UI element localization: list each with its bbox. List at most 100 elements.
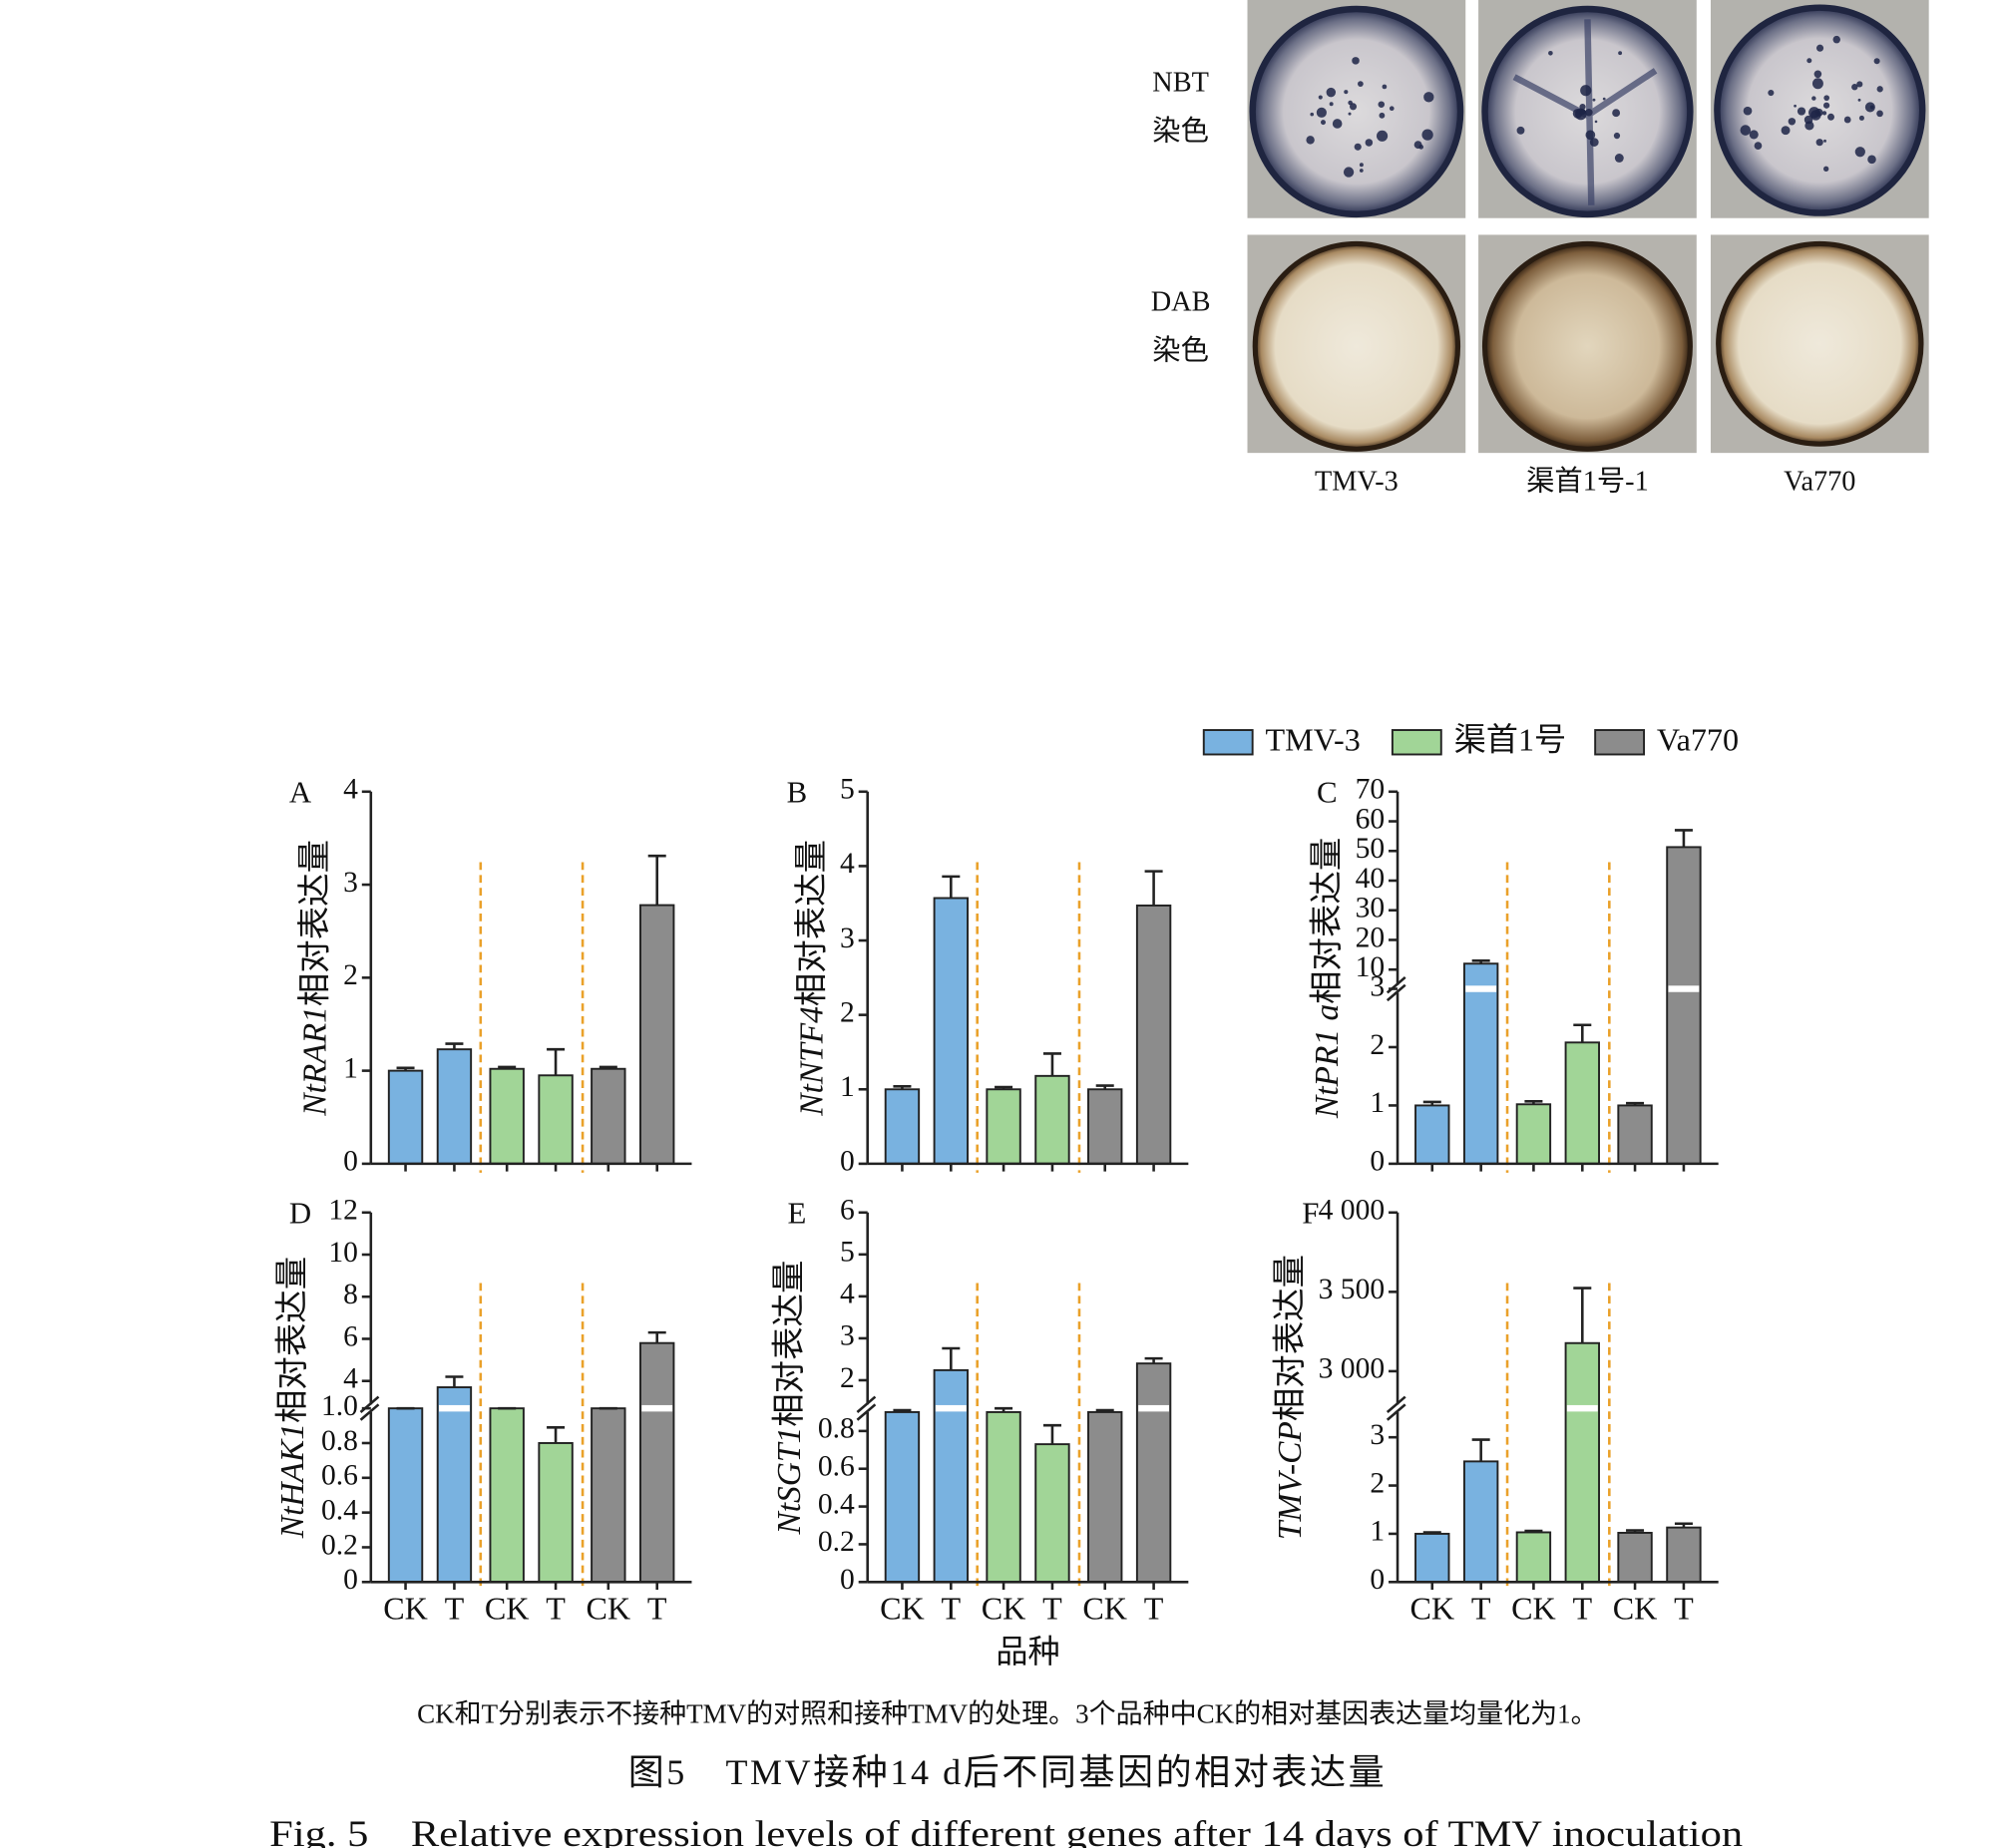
error-bar <box>942 875 961 899</box>
y-tick-label: 2 <box>840 996 855 1028</box>
y-tick-label: 1 <box>343 1052 358 1084</box>
y-axis-label-gene: NtRAR1 <box>296 1006 333 1117</box>
stain-spot <box>1318 95 1323 100</box>
y-tick-label: 0.2 <box>321 1529 358 1561</box>
row-label: NBT <box>1152 67 1209 98</box>
stain-spot <box>1876 110 1883 118</box>
y-axis-label: NtRAR1相对表达量 <box>296 840 333 1117</box>
error-bar <box>547 1047 566 1076</box>
y-tick-label: 0 <box>343 1564 358 1596</box>
stain-spot <box>1306 136 1315 145</box>
y-tick-label: 1 <box>1370 1516 1385 1548</box>
error-bar <box>1422 1100 1441 1106</box>
stain-spot <box>1321 120 1326 126</box>
stain-spot <box>1856 81 1863 88</box>
stain-spot <box>1869 105 1874 110</box>
y-tick-label: 30 <box>1356 893 1386 924</box>
y-axis-label-gene: TMV-CP <box>1272 1421 1309 1540</box>
break-gap <box>1566 1404 1598 1412</box>
stain-spot <box>1418 145 1424 150</box>
y-tick-label: 3 <box>840 1320 855 1352</box>
stain-spot <box>1768 89 1775 97</box>
bar <box>489 1067 525 1165</box>
stain-spot <box>1389 106 1395 112</box>
stain-spot <box>1867 155 1876 165</box>
stain-spot <box>1580 85 1592 97</box>
y-tick-label: 0.8 <box>321 1425 358 1457</box>
y-tick-label: 12 <box>328 1195 358 1227</box>
y-tick-label: 2 <box>1370 1467 1385 1499</box>
y-tick-label: 6 <box>343 1320 358 1352</box>
stain-spot <box>1614 154 1624 163</box>
x-tick-label: CK <box>1409 1590 1454 1626</box>
panel-letter: B <box>787 775 808 810</box>
bar <box>1462 962 1499 1165</box>
bar <box>1617 1104 1653 1165</box>
stain-spot <box>1359 163 1364 168</box>
x-tick-label: T <box>1572 1590 1592 1626</box>
stain-spot <box>1797 107 1806 116</box>
leaf-disc <box>1249 5 1464 218</box>
legend-swatch <box>1391 729 1442 756</box>
leaf-disc <box>1252 240 1461 452</box>
bar <box>884 1410 921 1584</box>
error-bar <box>647 854 666 906</box>
legend-label: TMV-3 <box>1266 721 1361 757</box>
error-bar <box>547 1426 566 1443</box>
stain-spot <box>1358 81 1364 88</box>
stain-spot <box>1808 107 1820 119</box>
x-tick-label: T <box>546 1590 566 1626</box>
error-bar <box>1422 1531 1441 1534</box>
axis-break-mark <box>359 1403 380 1421</box>
charts: 01234ANtRAR1相对表达量012345BNtNTF4相对表达量01231… <box>274 774 1719 1669</box>
stain-spot <box>1379 112 1386 119</box>
error-bar <box>1144 1356 1163 1364</box>
bar <box>1135 904 1172 1165</box>
stain-spot <box>1344 90 1349 95</box>
y-axis-label-text: 相对表达量 <box>1272 1255 1309 1421</box>
stain-spot <box>1813 70 1822 79</box>
y-axis-label-gene: NtNTF4 <box>793 1006 830 1117</box>
stain-spot <box>1618 51 1623 56</box>
stain-spot <box>1585 109 1593 117</box>
legend-swatch <box>1202 729 1254 756</box>
y-tick-label: 0 <box>343 1146 358 1178</box>
panel-letter: C <box>1317 775 1338 810</box>
error-bar <box>1524 1529 1543 1533</box>
bar <box>387 1407 424 1584</box>
bar <box>639 904 675 1165</box>
y-axis-label-gene: NtPR1 a <box>1309 1004 1346 1119</box>
bar <box>1135 1362 1172 1584</box>
stain-spot <box>1876 86 1883 93</box>
y-tick-label: 3 <box>840 923 855 954</box>
legend-swatch <box>1594 729 1646 756</box>
y-axis-label-text: 相对表达量 <box>793 840 830 1006</box>
y-tick-label: 4 <box>343 1363 358 1395</box>
y-tick-label: 0.6 <box>818 1451 855 1483</box>
stain-spot <box>1310 112 1315 117</box>
break-gap <box>438 1404 470 1412</box>
y-tick-label: 6 <box>840 1195 855 1227</box>
stain-spot <box>1594 120 1598 124</box>
y-tick-label: 8 <box>343 1279 358 1310</box>
stain-spot <box>1821 111 1827 116</box>
y-tick-label: 1 <box>840 1071 855 1103</box>
stain-spot <box>1326 87 1337 98</box>
bar <box>1414 1104 1450 1165</box>
error-bar <box>1626 1529 1645 1533</box>
stain-spot <box>1329 102 1334 107</box>
row-label: 染色 <box>1152 334 1209 366</box>
y-tick-label: 3 000 <box>1319 1353 1386 1385</box>
bar <box>1666 846 1702 1165</box>
x-tick-label: CK <box>383 1590 428 1626</box>
axis-break-mark <box>1386 1395 1406 1413</box>
stain-spot <box>1851 84 1858 91</box>
y-tick-label: 4 <box>343 774 358 806</box>
stain-spot <box>1585 130 1596 141</box>
error-bar <box>1471 1438 1490 1462</box>
x-tick-label: T <box>1042 1590 1062 1626</box>
axis-break-mark <box>856 1395 877 1413</box>
